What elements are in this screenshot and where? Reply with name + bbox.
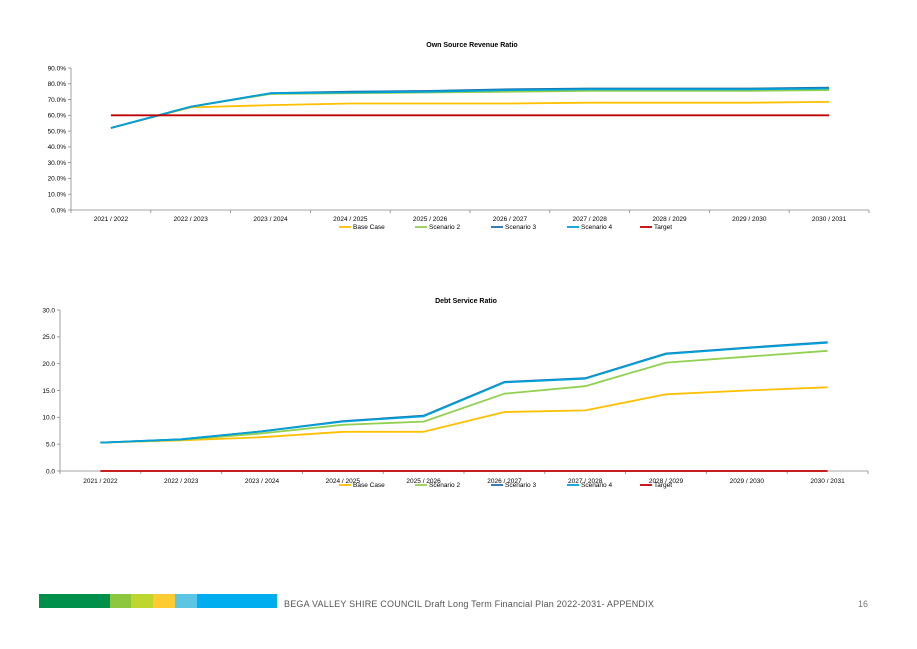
footer-bar-segment	[197, 594, 277, 608]
legend-label: Scenario 3	[505, 482, 536, 489]
x-tick-label: 2030 / 2031	[810, 478, 845, 485]
series-line-scenario-4	[110, 87, 830, 129]
footer-bar-segment	[39, 594, 110, 608]
legend-label: Scenario 4	[581, 482, 612, 489]
legend-label: Scenario 3	[505, 224, 536, 231]
y-tick-label: 15.0	[42, 388, 55, 395]
footer-bar-segment	[110, 594, 131, 608]
x-tick-label: 2029 / 2030	[730, 478, 765, 485]
y-tick-label: 70.0%	[48, 97, 67, 104]
y-tick-label: 10.0%	[48, 192, 67, 199]
footer-color-bar	[39, 594, 277, 608]
legend-label: Scenario 2	[429, 224, 460, 231]
legend-label: Scenario 4	[581, 224, 612, 231]
y-tick-label: 5.0	[46, 441, 55, 448]
x-tick-label: 2028 / 2029	[652, 216, 687, 223]
x-tick-label: 2026 / 2027	[487, 478, 522, 485]
x-tick-label: 2027 / 2028	[573, 216, 608, 223]
chart-title: Debt Service Ratio	[435, 298, 497, 305]
y-tick-label: 0.0	[46, 468, 55, 475]
x-tick-label: 2023 / 2024	[253, 216, 288, 223]
x-tick-label: 2023 / 2024	[245, 478, 280, 485]
x-tick-label: 2027 / 2028	[568, 478, 603, 485]
footer-bar-segment	[175, 594, 197, 608]
x-tick-label: 2025 / 2026	[413, 216, 448, 223]
y-tick-label: 30.0%	[48, 160, 67, 167]
y-tick-label: 25.0	[42, 334, 55, 341]
x-tick-label: 2025 / 2026	[406, 478, 441, 485]
own-source-revenue-ratio-chart: Own Source Revenue Ratio 0.0% 10.0% 20.0% 30…	[48, 42, 870, 231]
x-tick-label: 2022 / 2023	[174, 216, 209, 223]
legend-label: Scenario 2	[429, 482, 460, 489]
series-line-base-case	[100, 386, 828, 444]
x-tick-label: 2022 / 2023	[164, 478, 199, 485]
x-tick-label: 2028 / 2029	[649, 478, 684, 485]
debt-service-ratio-chart: Debt Service Ratio 0.0 5.0 10.0 15.0 20.0 25.0…	[42, 298, 869, 489]
y-tick-label: 60.0%	[48, 113, 67, 120]
y-tick-label: 20.0%	[48, 176, 67, 183]
x-tick-label: 2021 / 2022	[94, 216, 129, 223]
x-tick-label: 2021 / 2022	[83, 478, 118, 485]
series-line-scenario-4	[100, 341, 828, 444]
footer-text: BEGA VALLEY SHIRE COUNCIL Draft Long Ter…	[284, 599, 655, 609]
x-tick-label: 2030 / 2031	[812, 216, 847, 223]
page-number: 16	[858, 599, 869, 609]
legend-label: Target	[654, 224, 672, 231]
legend-label: Target	[654, 482, 672, 489]
x-tick-label: 2024 / 2025	[326, 478, 361, 485]
footer-bar-segment	[153, 594, 175, 608]
y-tick-label: 80.0%	[48, 81, 67, 88]
footer-bar-segment	[131, 594, 153, 608]
x-tick-label: 2029 / 2030	[732, 216, 767, 223]
x-tick-label: 2026 / 2027	[493, 216, 528, 223]
y-tick-label: 20.0	[42, 361, 55, 368]
chart-title: Own Source Revenue Ratio	[426, 42, 517, 49]
y-tick-label: 40.0%	[48, 144, 67, 151]
y-tick-label: 0.0%	[51, 207, 66, 214]
y-tick-label: 10.0	[42, 415, 55, 422]
x-tick-label: 2024 / 2025	[333, 216, 368, 223]
series-line-base-case	[110, 101, 830, 129]
legend-label: Base Case	[353, 224, 385, 231]
y-tick-label: 30.0	[42, 307, 55, 314]
y-tick-label: 50.0%	[48, 128, 67, 135]
legend-label: Base Case	[353, 482, 385, 489]
y-tick-label: 90.0%	[48, 65, 67, 72]
series-line-scenario-2	[100, 349, 828, 444]
